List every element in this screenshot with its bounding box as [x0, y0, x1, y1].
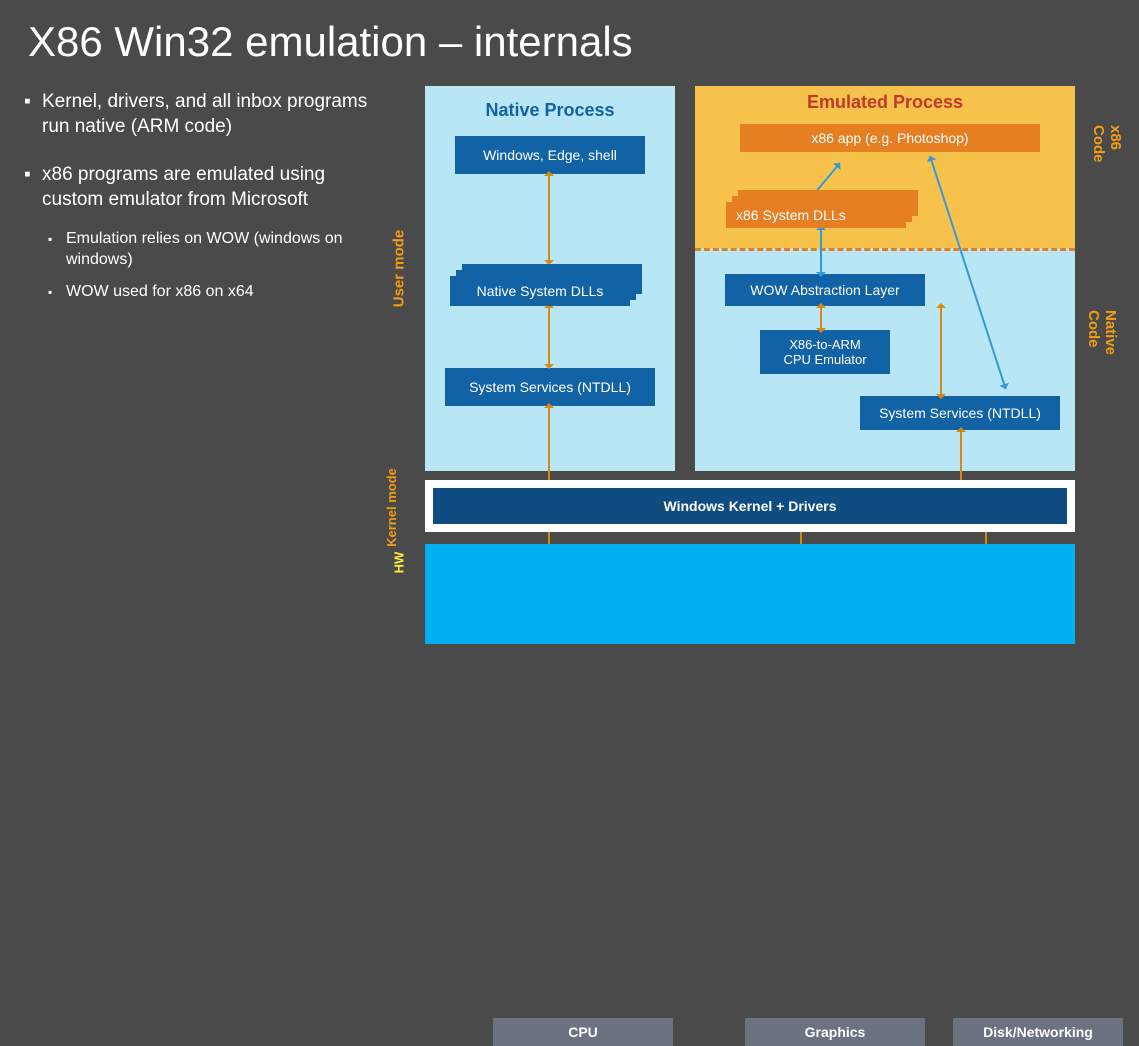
box-graphics: Graphics: [745, 1018, 925, 1046]
box-kernel-drivers: Windows Kernel + Drivers: [433, 488, 1067, 524]
label-hw: HW: [391, 552, 406, 574]
native-title: Native Process: [433, 94, 667, 127]
bullet-1: Kernel, drivers, and all inbox programs …: [42, 90, 370, 139]
slide-title: X86 Win32 emulation – internals: [0, 0, 1139, 66]
code-boundary-dash: [695, 248, 1075, 251]
architecture-diagram: User mode Kernel mode HW x86 Code Native…: [370, 80, 1139, 561]
bullet-2-text: x86 programs are emulated using custom e…: [42, 164, 325, 210]
box-cpu: CPU: [493, 1018, 673, 1046]
box-x86-emulator: X86-to-ARM CPU Emulator: [760, 330, 890, 374]
arrow-native-3: [548, 408, 550, 480]
box-disk-net: Disk/Networking: [953, 1018, 1123, 1046]
arrow-native-1: [548, 176, 550, 260]
slide-content: Kernel, drivers, and all inbox programs …: [0, 80, 1139, 561]
arrow-native-2: [548, 308, 550, 364]
box-native-dlls: Native System DLLs: [450, 276, 630, 306]
arrow-emu-ntdll-kernel: [960, 432, 962, 480]
box-x86-app: x86 app (e.g. Photoshop): [740, 124, 1040, 152]
arrow-wow-to-ntdll: [940, 308, 942, 394]
hardware-block: CPU Graphics Disk/Networking: [425, 544, 1075, 644]
label-kernel-mode: Kernel mode: [384, 468, 399, 547]
bullet-list: Kernel, drivers, and all inbox programs …: [0, 80, 370, 561]
bullet-2a: Emulation relies on WOW (windows on wind…: [66, 229, 370, 271]
emu-title: Emulated Process: [695, 86, 1075, 119]
bullet-2: x86 programs are emulated using custom e…: [42, 163, 370, 303]
label-native-code: Native Code: [1085, 310, 1119, 384]
box-wow-layer: WOW Abstraction Layer: [725, 274, 925, 306]
bullet-2b: WOW used for x86 on x64: [66, 282, 370, 303]
kernel-block: Windows Kernel + Drivers: [425, 480, 1075, 532]
box-emu-ntdll: System Services (NTDLL): [860, 396, 1060, 430]
arrow-wow-to-emu: [820, 308, 822, 328]
arrow-dlls-to-wow: [820, 230, 822, 272]
box-windows-edge-shell: Windows, Edge, shell: [455, 136, 645, 174]
box-native-ntdll: System Services (NTDLL): [445, 368, 655, 406]
box-x86-dlls: x86 System DLLs: [726, 202, 906, 228]
label-user-mode: User mode: [390, 230, 407, 308]
label-x86-code: x86 Code: [1090, 125, 1124, 189]
